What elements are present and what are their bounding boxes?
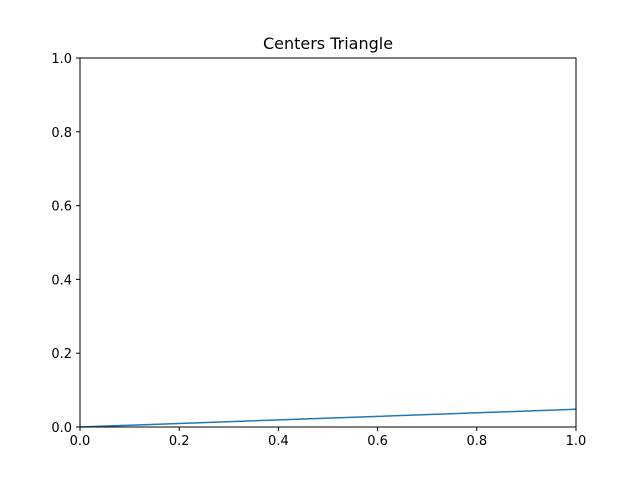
x-tick-label: 0.6 [367, 434, 388, 449]
y-tick-label: 0.4 [51, 273, 72, 288]
plot-frame [79, 57, 577, 428]
chart-title: Centers Triangle [263, 34, 393, 53]
x-tick-label: 0.2 [169, 434, 190, 449]
x-tick-label: 1.0 [566, 434, 587, 449]
y-tick-label: 0.6 [51, 200, 72, 215]
y-axis-ticks: 0.0 0.2 0.4 0.6 0.8 1.0 [51, 52, 80, 436]
x-tick-label: 0.8 [466, 434, 487, 449]
y-tick-label: 0.2 [51, 347, 72, 362]
y-tick-label: 0.8 [51, 126, 72, 141]
y-tick-label: 1.0 [51, 52, 72, 67]
y-tick-label: 0.0 [51, 421, 72, 436]
x-axis-ticks: 0.0 0.2 0.4 0.6 0.8 1.0 [70, 427, 587, 449]
x-tick-label: 0.4 [268, 434, 289, 449]
x-tick-label: 0.0 [70, 434, 91, 449]
